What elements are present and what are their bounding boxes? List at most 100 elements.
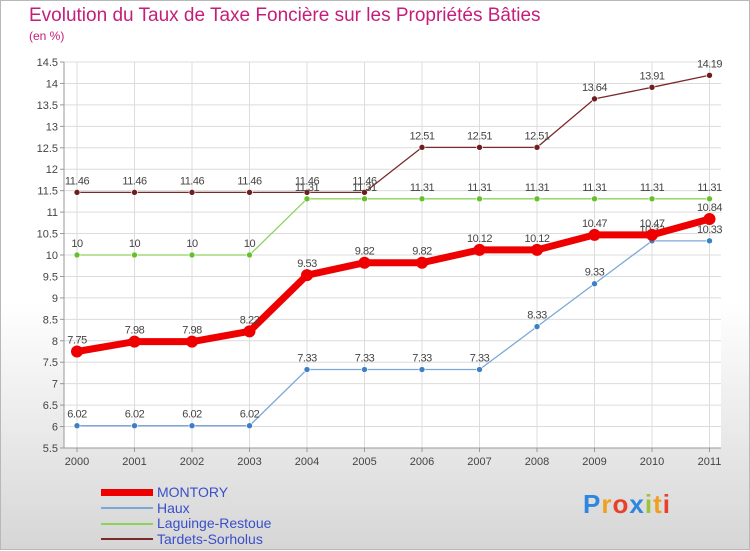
data-point-montory [358,256,371,269]
series-line-montory [73,215,713,355]
data-label-tardets-sorholus: 11.46 [295,175,320,187]
y-tick-label: 9 [52,293,58,305]
data-label-laguinge-restoue: 11.31 [582,182,607,194]
data-label-haux: 7.33 [297,353,317,365]
data-label-montory: 9.53 [297,258,317,270]
legend-label-laguinge-restoue: Laguinge-Restoue [157,515,272,532]
x-tick-label: 2003 [237,456,261,468]
data-point-haux [533,323,541,330]
data-point-laguinge-restoue [303,195,311,203]
data-point-laguinge-restoue [73,251,81,259]
legend-label-haux: Haux [157,499,190,516]
data-label-haux: 7.33 [355,353,375,365]
series-line-haux [76,240,711,427]
data-label-haux: 9.33 [585,267,605,279]
legend-swatch-laguinge-restoue [101,522,153,525]
data-point-tardets-sorholus [188,189,196,196]
data-point-laguinge-restoue [131,251,138,259]
data-label-laguinge-restoue: 11.31 [295,182,320,194]
data-point-tardets-sorholus [706,71,713,79]
data-label-montory: 9.82 [355,246,375,258]
data-point-haux [418,366,426,373]
data-label-montory: 7.98 [182,325,202,337]
y-tick-label: 12 [46,164,58,176]
data-label-montory: 9.82 [412,246,432,258]
data-point-laguinge-restoue [246,251,253,259]
data-label-haux: 6.02 [67,409,87,421]
y-tick-label: 13 [46,121,58,133]
data-point-tardets-sorholus [533,144,541,151]
data-point-montory [473,243,486,256]
y-tick-label: 7.5 [43,357,58,369]
data-point-montory [703,212,716,225]
data-point-montory [588,228,601,241]
data-point-tardets-sorholus [418,144,426,151]
legend-swatch-tardets-sorholus [101,538,153,541]
data-label-haux: 7.33 [412,353,432,365]
data-point-laguinge-restoue [533,195,541,203]
y-tick-label: 14.5 [37,57,58,69]
data-point-haux [188,422,196,429]
data-point-haux [476,366,483,373]
data-label-tardets-sorholus: 12.51 [409,130,434,142]
data-label-haux: 8.33 [527,310,547,322]
data-label-haux: 6.02 [240,409,260,421]
x-tick-label: 2001 [122,456,146,468]
x-tick-label: 2009 [582,456,606,468]
data-point-haux [591,280,598,288]
x-tick-label: 2002 [180,456,204,468]
data-point-montory [416,256,428,269]
data-label-laguinge-restoue: 10 [244,238,256,250]
y-axis-unit: (en %) [29,29,65,43]
data-label-haux: 6.02 [182,409,202,421]
data-point-montory [243,325,256,338]
y-tick-label: 13.5 [37,100,58,112]
data-point-laguinge-restoue [706,195,713,203]
data-label-montory: 10.12 [524,233,549,245]
data-label-montory: 7.98 [125,325,145,337]
data-point-montory [71,345,83,358]
data-label-montory: 10.84 [697,202,722,214]
data-point-tardets-sorholus [73,189,81,196]
x-tick-label: 2000 [65,456,89,468]
data-label-laguinge-restoue: 10 [71,238,83,250]
x-tick-label: 2010 [640,456,664,468]
data-point-tardets-sorholus [591,95,598,103]
data-point-montory [531,243,543,256]
data-point-haux [706,237,713,245]
legend-label-tardets-sorholus: Tardets-Sorholus [157,530,263,547]
data-point-haux [303,366,311,373]
data-point-tardets-sorholus [361,189,368,196]
y-tick-label: 7 [52,379,58,391]
y-tick-label: 6 [52,422,58,434]
data-point-tardets-sorholus [648,84,656,91]
data-label-haux: 7.33 [470,353,490,365]
data-point-haux [246,422,253,429]
proxiti-logo: Proxiti [583,489,671,519]
data-point-montory [128,335,141,348]
data-label-laguinge-restoue: 10 [186,238,198,250]
y-tick-label: 14 [46,78,58,90]
data-label-laguinge-restoue: 10 [129,238,141,250]
data-label-haux: 6.02 [125,409,145,421]
data-label-tardets-sorholus: 11.46 [352,175,377,187]
data-point-laguinge-restoue [188,251,196,259]
y-tick-label: 10.5 [37,229,58,241]
legend-swatch-montory [101,489,153,497]
data-label-tardets-sorholus: 12.51 [524,130,549,142]
data-label-montory: 7.75 [67,335,87,347]
y-tick-label: 8 [52,336,58,348]
y-tick-label: 11 [47,207,58,219]
x-tick-label: 2008 [525,456,549,468]
data-label-tardets-sorholus: 13.64 [582,82,607,94]
data-label-tardets-sorholus: 11.46 [122,175,147,187]
data-point-tardets-sorholus [476,144,483,151]
x-tick-label: 2005 [352,456,376,468]
data-point-laguinge-restoue [648,195,656,203]
x-tick-label: 2004 [295,456,319,468]
data-label-montory: 10.47 [582,218,607,230]
data-label-tardets-sorholus: 12.51 [467,130,492,142]
y-tick-label: 9.5 [43,271,58,283]
data-point-tardets-sorholus [246,189,253,196]
